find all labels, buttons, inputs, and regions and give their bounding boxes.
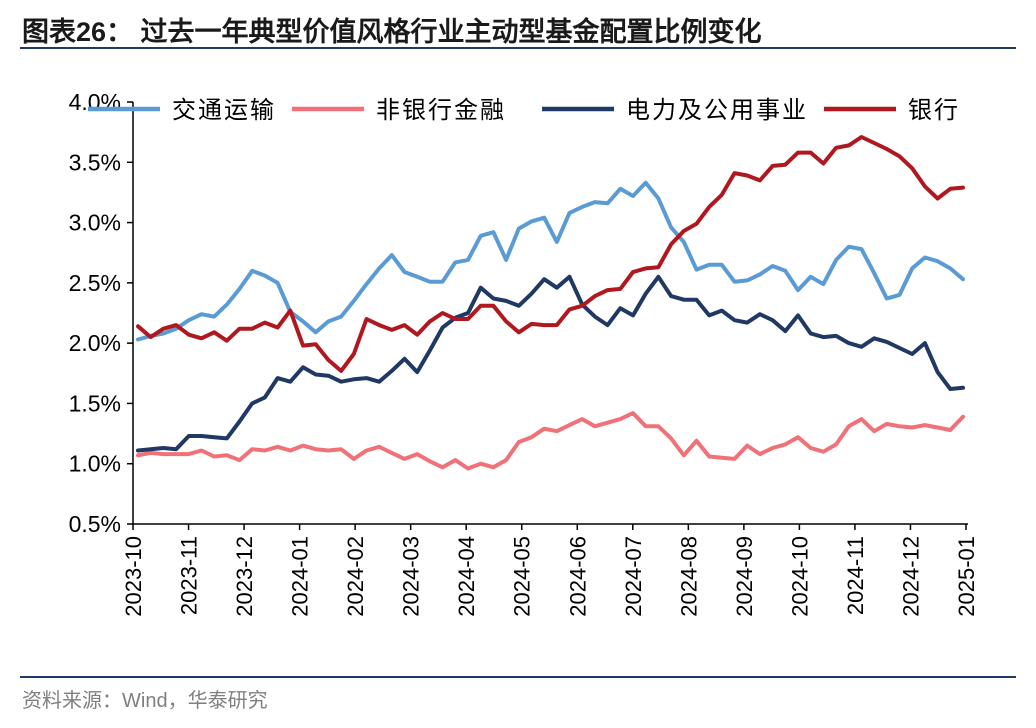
- x-tick-label: 2024-04: [454, 536, 479, 617]
- title-divider: [20, 47, 1016, 49]
- y-tick-label: 2.0%: [69, 330, 121, 356]
- y-tick-label: 3.5%: [69, 149, 121, 175]
- x-tick-label: 2024-12: [898, 536, 923, 617]
- x-tick-label: 2024-03: [399, 536, 424, 617]
- legend-label: 银行: [908, 97, 960, 124]
- y-tick-label: 1.0%: [69, 451, 121, 477]
- legend-label: 电力及公用事业: [626, 97, 808, 124]
- x-tick-label: 2024-02: [343, 536, 368, 617]
- y-tick-label: 1.5%: [69, 390, 121, 416]
- series-lines: [136, 135, 965, 471]
- x-axis: 2023-10 2023-11 2023-12 2024-01 2024-02 2024-…: [121, 523, 979, 617]
- x-tick-label: 2024-07: [621, 536, 646, 617]
- x-tick-label: 2023-10: [121, 536, 146, 617]
- x-tick-label: 2023-12: [232, 536, 257, 617]
- x-tick-label: 2024-08: [676, 536, 701, 617]
- x-tick-label: 2024-10: [787, 536, 812, 617]
- x-tick-label: 2024-01: [288, 536, 313, 617]
- series-line-2: [136, 411, 965, 471]
- x-tick-label: 2025-01: [954, 536, 979, 617]
- x-tick-label: 2024-09: [732, 536, 757, 617]
- legend-label: 交通运输: [172, 97, 276, 124]
- x-tick-label: 2023-11: [177, 536, 202, 615]
- source-note: 资料来源：Wind，华泰研究: [22, 690, 268, 712]
- figure-title: 图表26： 过去一年典型价值风格行业主动型基金配置比例变化: [22, 17, 762, 47]
- series-line-4: [136, 135, 965, 373]
- y-tick-label: 0.5%: [69, 511, 121, 537]
- series-line-3: [136, 274, 965, 453]
- legend: 交通运输 非银行金融 电力及公用事业 银行: [88, 97, 960, 124]
- y-tick-label: 3.0%: [69, 210, 121, 236]
- x-tick-label: 2024-11: [843, 536, 868, 615]
- x-tick-label: 2024-05: [510, 536, 535, 617]
- y-axis: 4.0%3.5%3.0%2.5%2.0%1.5%1.0%0.5%: [69, 89, 134, 537]
- x-tick-label: 2024-06: [565, 536, 590, 617]
- legend-label: 非银行金融: [376, 97, 506, 124]
- source-divider: [20, 676, 1016, 678]
- y-tick-label: 2.5%: [69, 270, 121, 296]
- series-line-1: [136, 180, 965, 342]
